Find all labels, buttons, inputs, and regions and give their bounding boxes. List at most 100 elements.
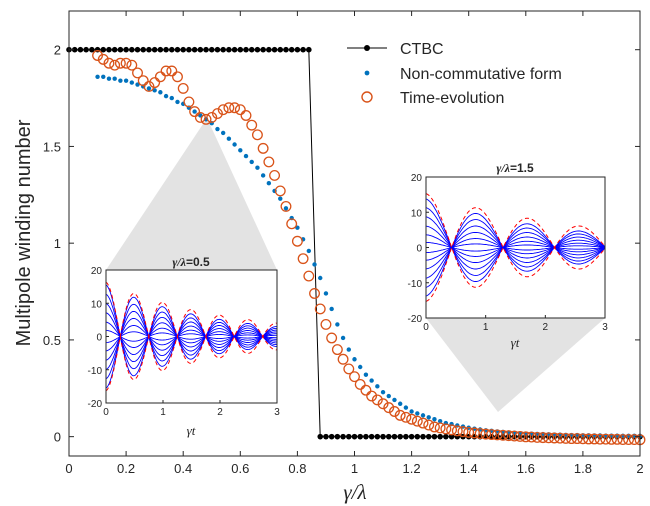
inset-right-y-tick-label: 10 xyxy=(411,208,423,219)
x-tick-label: 0.4 xyxy=(174,461,192,476)
time-evolution-point xyxy=(514,431,526,442)
ctbc-point xyxy=(391,433,398,440)
ctbc-point xyxy=(191,46,198,53)
time-evolution-point xyxy=(434,422,446,434)
noncomm-point xyxy=(232,142,237,147)
ctbc-point xyxy=(288,46,295,53)
inset-left-y-tick-label: 10 xyxy=(91,299,103,310)
ctbc-point xyxy=(271,46,278,53)
ctbc-point xyxy=(260,46,266,53)
time-evolution-point xyxy=(120,57,132,69)
time-evolution-point xyxy=(137,75,149,87)
noncomm-point xyxy=(192,109,197,114)
time-evolution-point xyxy=(497,429,509,441)
inset-right-trajectory-line xyxy=(425,219,606,288)
time-evolution-point xyxy=(297,253,309,265)
time-evolution-point xyxy=(577,433,589,445)
time-evolution-point xyxy=(274,185,286,197)
inset-left-x-axis-label: γt xyxy=(187,423,196,438)
time-evolution-point xyxy=(520,431,532,443)
inset-left-trajectory-line xyxy=(105,296,277,389)
noncomm-point xyxy=(369,378,374,383)
ctbc-point xyxy=(100,46,107,53)
ctbc-point xyxy=(374,433,381,440)
ctbc-point xyxy=(277,46,284,53)
inset-left-trajectory-line xyxy=(105,321,277,348)
inset-left-envelope-line xyxy=(105,292,278,392)
ctbc-point xyxy=(220,46,226,53)
ctbc-point xyxy=(117,46,124,53)
ctbc-point xyxy=(174,46,181,53)
inset-callout-shading xyxy=(106,118,605,412)
inset-left-trajectory-line xyxy=(105,312,277,356)
noncomm-point xyxy=(266,180,272,186)
legend-time-marker xyxy=(361,91,373,103)
x-tick-label: 1.4 xyxy=(460,461,478,476)
time-evolution-point xyxy=(240,110,252,121)
ctbc-point xyxy=(425,433,432,440)
ctbc-point xyxy=(300,46,306,53)
time-evolution-point xyxy=(588,433,600,445)
time-evolution-point xyxy=(531,431,543,443)
ctbc-point xyxy=(368,433,375,440)
noncomm-point xyxy=(323,291,329,296)
noncomm-point xyxy=(146,86,152,91)
time-evolution-point xyxy=(251,129,263,141)
time-evolution-point xyxy=(451,425,463,437)
noncomm-point xyxy=(260,173,266,178)
inset-right-x-tick-label: 2 xyxy=(543,322,549,333)
time-evolution-point xyxy=(189,106,201,118)
noncomm-point xyxy=(335,322,340,327)
ctbc-point xyxy=(363,433,369,440)
time-evolution-point xyxy=(371,394,383,406)
noncomm-point xyxy=(243,153,249,159)
inset-left-title: γ/λ=0.5 xyxy=(172,255,210,269)
x-tick-label: 1.6 xyxy=(517,461,535,476)
ctbc-point xyxy=(106,46,112,53)
inset-right-y-tick-label: -20 xyxy=(408,314,423,325)
ctbc-point xyxy=(323,433,329,440)
time-evolution-point xyxy=(177,82,189,94)
noncomm-point xyxy=(437,418,443,424)
inset-right-trajectory-line xyxy=(425,198,606,282)
x-tick-label: 1.2 xyxy=(403,461,421,476)
inset-right-title-symbol: γ/λ xyxy=(496,161,510,175)
ctbc-point xyxy=(111,46,118,53)
ctbc-point xyxy=(134,46,141,53)
inset-right-y-tick-label: -10 xyxy=(408,279,423,290)
noncomm-point xyxy=(129,80,135,85)
noncomm-point xyxy=(375,384,380,389)
noncomm-point xyxy=(392,397,397,403)
noncomm-point xyxy=(220,130,226,136)
x-tick-label: 2 xyxy=(636,461,643,476)
time-evolution-point xyxy=(234,104,246,116)
x-tick-label: 0 xyxy=(65,461,72,476)
ctbc-point xyxy=(254,46,261,53)
time-evolution-point xyxy=(526,431,537,443)
noncomm-point xyxy=(380,389,386,395)
inset-left-x-tick-label: 2 xyxy=(217,407,223,418)
time-evolution-point xyxy=(411,415,423,427)
time-evolution-point xyxy=(217,104,229,116)
ctbc-point xyxy=(140,46,147,53)
ctbc-point xyxy=(420,433,426,440)
ctbc-point xyxy=(345,433,352,440)
inset-left-callout-shade xyxy=(106,118,277,270)
ctbc-point xyxy=(380,433,386,440)
time-evolution-point xyxy=(389,406,400,417)
noncomm-point xyxy=(215,126,220,132)
time-evolution-point xyxy=(160,65,172,77)
time-evolution-point xyxy=(383,402,395,414)
noncomm-point xyxy=(397,401,403,406)
noncomm-point xyxy=(415,411,420,416)
ctbc-point xyxy=(443,433,449,440)
inset-left-envelope-line xyxy=(105,281,278,381)
ctbc-point xyxy=(71,46,78,53)
main-x-axis-label: γ/λ xyxy=(343,480,366,504)
ctbc-point xyxy=(351,433,358,440)
inset-left-y-tick-label: 20 xyxy=(91,266,103,277)
ctbc-point xyxy=(146,46,152,53)
ctbc-point xyxy=(306,46,312,53)
time-evolution-point xyxy=(326,332,338,344)
inset-left-x-tick-label: 0 xyxy=(103,407,109,418)
